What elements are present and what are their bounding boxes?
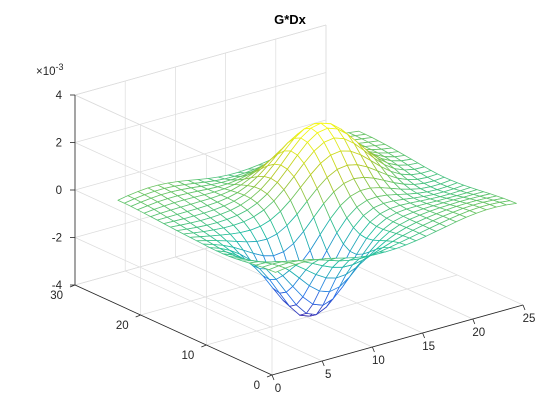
z-tick-label: -4 [52,280,63,292]
x-tick-label: 10 [372,355,385,367]
x-tick-mark [522,304,526,311]
x-tick-label: 15 [422,341,435,353]
x-tick-mark [321,360,325,367]
y-tick-label-mark [266,374,273,378]
z-exponent-label: ×10-3 [36,62,64,78]
grid-line-y [206,274,458,346]
y-tick-label: 10 [182,350,195,362]
y-tick-label: 30 [50,290,63,302]
x-tick-mark [271,374,275,381]
y-tick-label: 0 [254,380,260,392]
z-tick-label: 0 [56,185,62,197]
x-tick-label: 20 [472,327,485,339]
grid-line-x [125,270,323,362]
x-tick-mark [422,332,425,339]
x-tick-mark [372,346,375,353]
grid-line-z [74,189,273,281]
box-edge [74,94,273,186]
z-tick-label: 2 [56,138,62,150]
x-tick-label: 25 [523,313,536,325]
y-tick-label-mark [135,314,141,318]
x-tick-mark [472,318,476,325]
box-edge [74,24,327,96]
x-axis [271,304,524,376]
grid-line-z [74,119,327,191]
chart-title: G*Dx [274,12,307,27]
y-tick-label: 20 [116,320,129,332]
grid-line-z [74,237,273,328]
axes-frame [69,94,526,381]
y-axis [74,284,273,376]
x-tick-label: 0 [275,383,281,395]
mesh-cell [499,200,517,206]
z-tick-label: -2 [52,233,62,245]
surface-mesh [117,122,517,317]
grid-line-z [74,72,327,143]
x-tick-label: 5 [325,369,331,381]
y-tick-label-mark [201,344,207,348]
tick-labels: 0 5 10 15 20 25 0 10 20 30-4 -2 0 2 4 [50,90,535,395]
z-tick-label: 4 [56,90,63,102]
grid-line-x [175,256,373,348]
